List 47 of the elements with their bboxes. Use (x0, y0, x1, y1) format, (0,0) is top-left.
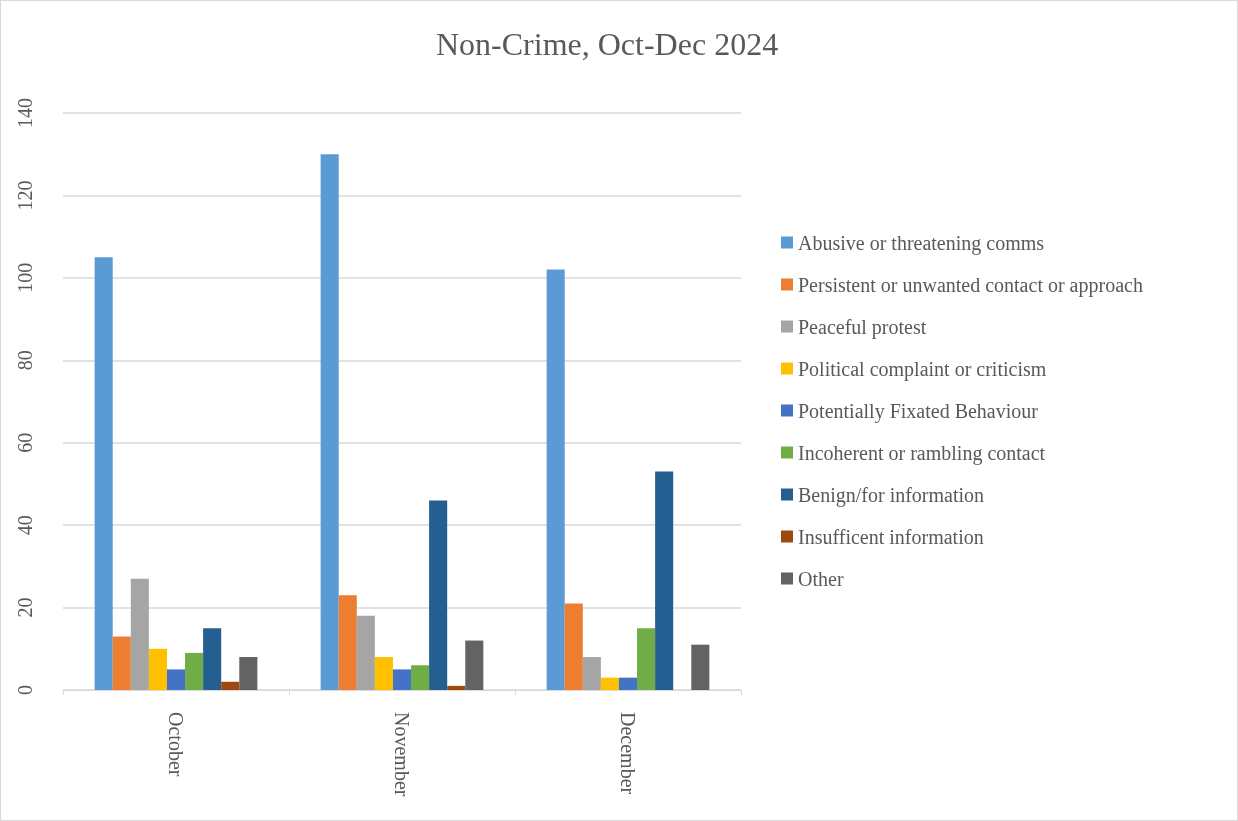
legend-label: Insufficent information (798, 525, 984, 548)
bar (130, 578, 149, 690)
bar (411, 665, 430, 690)
bar (203, 628, 222, 690)
bar (320, 154, 339, 690)
legend-label: Other (798, 567, 844, 590)
bar (465, 640, 484, 690)
bar (356, 615, 375, 690)
bar (166, 669, 186, 690)
bar (221, 681, 240, 690)
bar (600, 677, 619, 690)
bar (447, 685, 466, 690)
bar (392, 669, 412, 690)
bar (148, 648, 167, 690)
bar (374, 657, 393, 690)
bar (618, 677, 638, 690)
bar (637, 628, 656, 690)
x-tick-label: November (391, 712, 413, 797)
bar (655, 471, 674, 690)
bar (429, 500, 448, 690)
legend-label: Potentially Fixated Behaviour (798, 399, 1039, 423)
bar (338, 595, 357, 690)
bar (112, 636, 131, 690)
bar (94, 257, 113, 690)
legend-label: Incoherent or rambling contact (798, 441, 1046, 465)
bar (564, 603, 583, 690)
y-tick-label: 0 (14, 685, 36, 695)
x-tick-label: December (617, 712, 639, 795)
legend-label: Peaceful protest (798, 315, 927, 339)
y-tick-label: 140 (14, 98, 36, 128)
bar (239, 657, 258, 690)
y-tick-label: 40 (14, 515, 36, 536)
y-tick-label: 120 (14, 180, 36, 211)
bar (546, 269, 565, 690)
bar (582, 657, 601, 690)
legend-label: Persistent or unwanted contact or approach (798, 273, 1143, 297)
y-tick-label: 80 (14, 350, 36, 371)
legend-label: Benign/for information (798, 483, 985, 507)
y-tick-label: 60 (14, 432, 36, 453)
bar (691, 644, 710, 690)
y-tick-label: 20 (14, 597, 36, 618)
x-tick-label: October (165, 712, 187, 777)
legend-label: Abusive or threatening comms (798, 231, 1045, 255)
y-tick-label: 100 (14, 262, 36, 293)
legend-label: Political complaint or criticism (798, 357, 1047, 381)
chart-title: Non-Crime, Oct-Dec 2024 (436, 26, 779, 62)
bar (185, 652, 204, 690)
